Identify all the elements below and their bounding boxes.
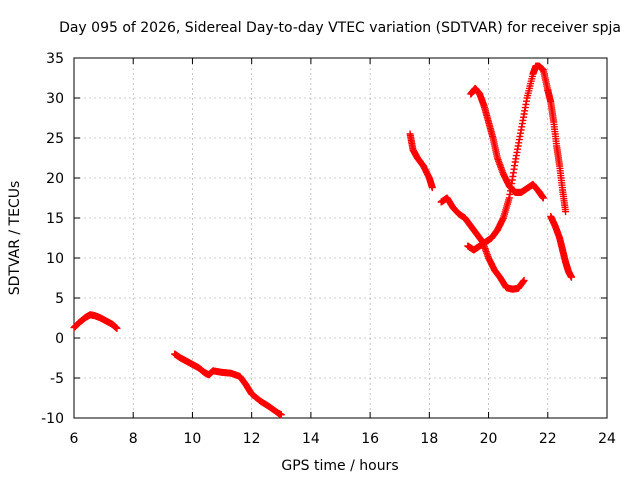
y-axis-label: SDTVAR / TECUs (7, 181, 23, 296)
data-point (539, 194, 547, 202)
x-tick-label: 12 (243, 431, 261, 447)
y-tick-label: 5 (55, 291, 64, 307)
data-point (562, 208, 570, 216)
y-tick-label: -5 (50, 371, 64, 387)
data-points (70, 62, 575, 419)
series-arc-8 (547, 212, 575, 281)
data-point (113, 324, 121, 332)
y-tick-label: -10 (41, 411, 64, 427)
x-tick-label: 22 (539, 431, 557, 447)
series-arc-2 (171, 350, 285, 419)
data-point (567, 273, 575, 281)
x-tick-label: 14 (302, 431, 320, 447)
y-tick-label: 0 (55, 331, 64, 347)
data-point (520, 276, 528, 284)
series-arc-1 (70, 311, 121, 332)
y-tick-label: 30 (46, 91, 64, 107)
y-tick-label: 20 (46, 171, 64, 187)
y-tick-label: 25 (46, 131, 64, 147)
series-arc-3 (406, 130, 436, 192)
x-axis-label: GPS time / hours (281, 458, 398, 474)
axis-ticks: 6 8 10 12 14 16 18 20 22 24 -10 -5 0 5 10 15 20 25 30 35 (41, 51, 616, 447)
x-tick-label: 10 (184, 431, 202, 447)
x-tick-label: 6 (70, 431, 79, 447)
y-tick-label: 15 (46, 211, 64, 227)
x-tick-label: 24 (598, 431, 616, 447)
data-point (277, 411, 285, 419)
data-point (428, 184, 436, 192)
plot-frame (73, 57, 608, 419)
y-tick-label: 10 (46, 251, 64, 267)
grid (74, 58, 607, 418)
series-arc-4 (437, 194, 528, 293)
series-arc-6 (467, 84, 547, 202)
x-tick-label: 8 (129, 431, 138, 447)
y-tick-label: 35 (46, 51, 64, 67)
x-tick-label: 18 (420, 431, 438, 447)
chart-title: Day 095 of 2026, Sidereal Day-to-day VTE… (59, 20, 621, 36)
series-arc-7 (544, 86, 570, 216)
x-tick-label: 16 (361, 431, 379, 447)
x-tick-label: 20 (480, 431, 498, 447)
